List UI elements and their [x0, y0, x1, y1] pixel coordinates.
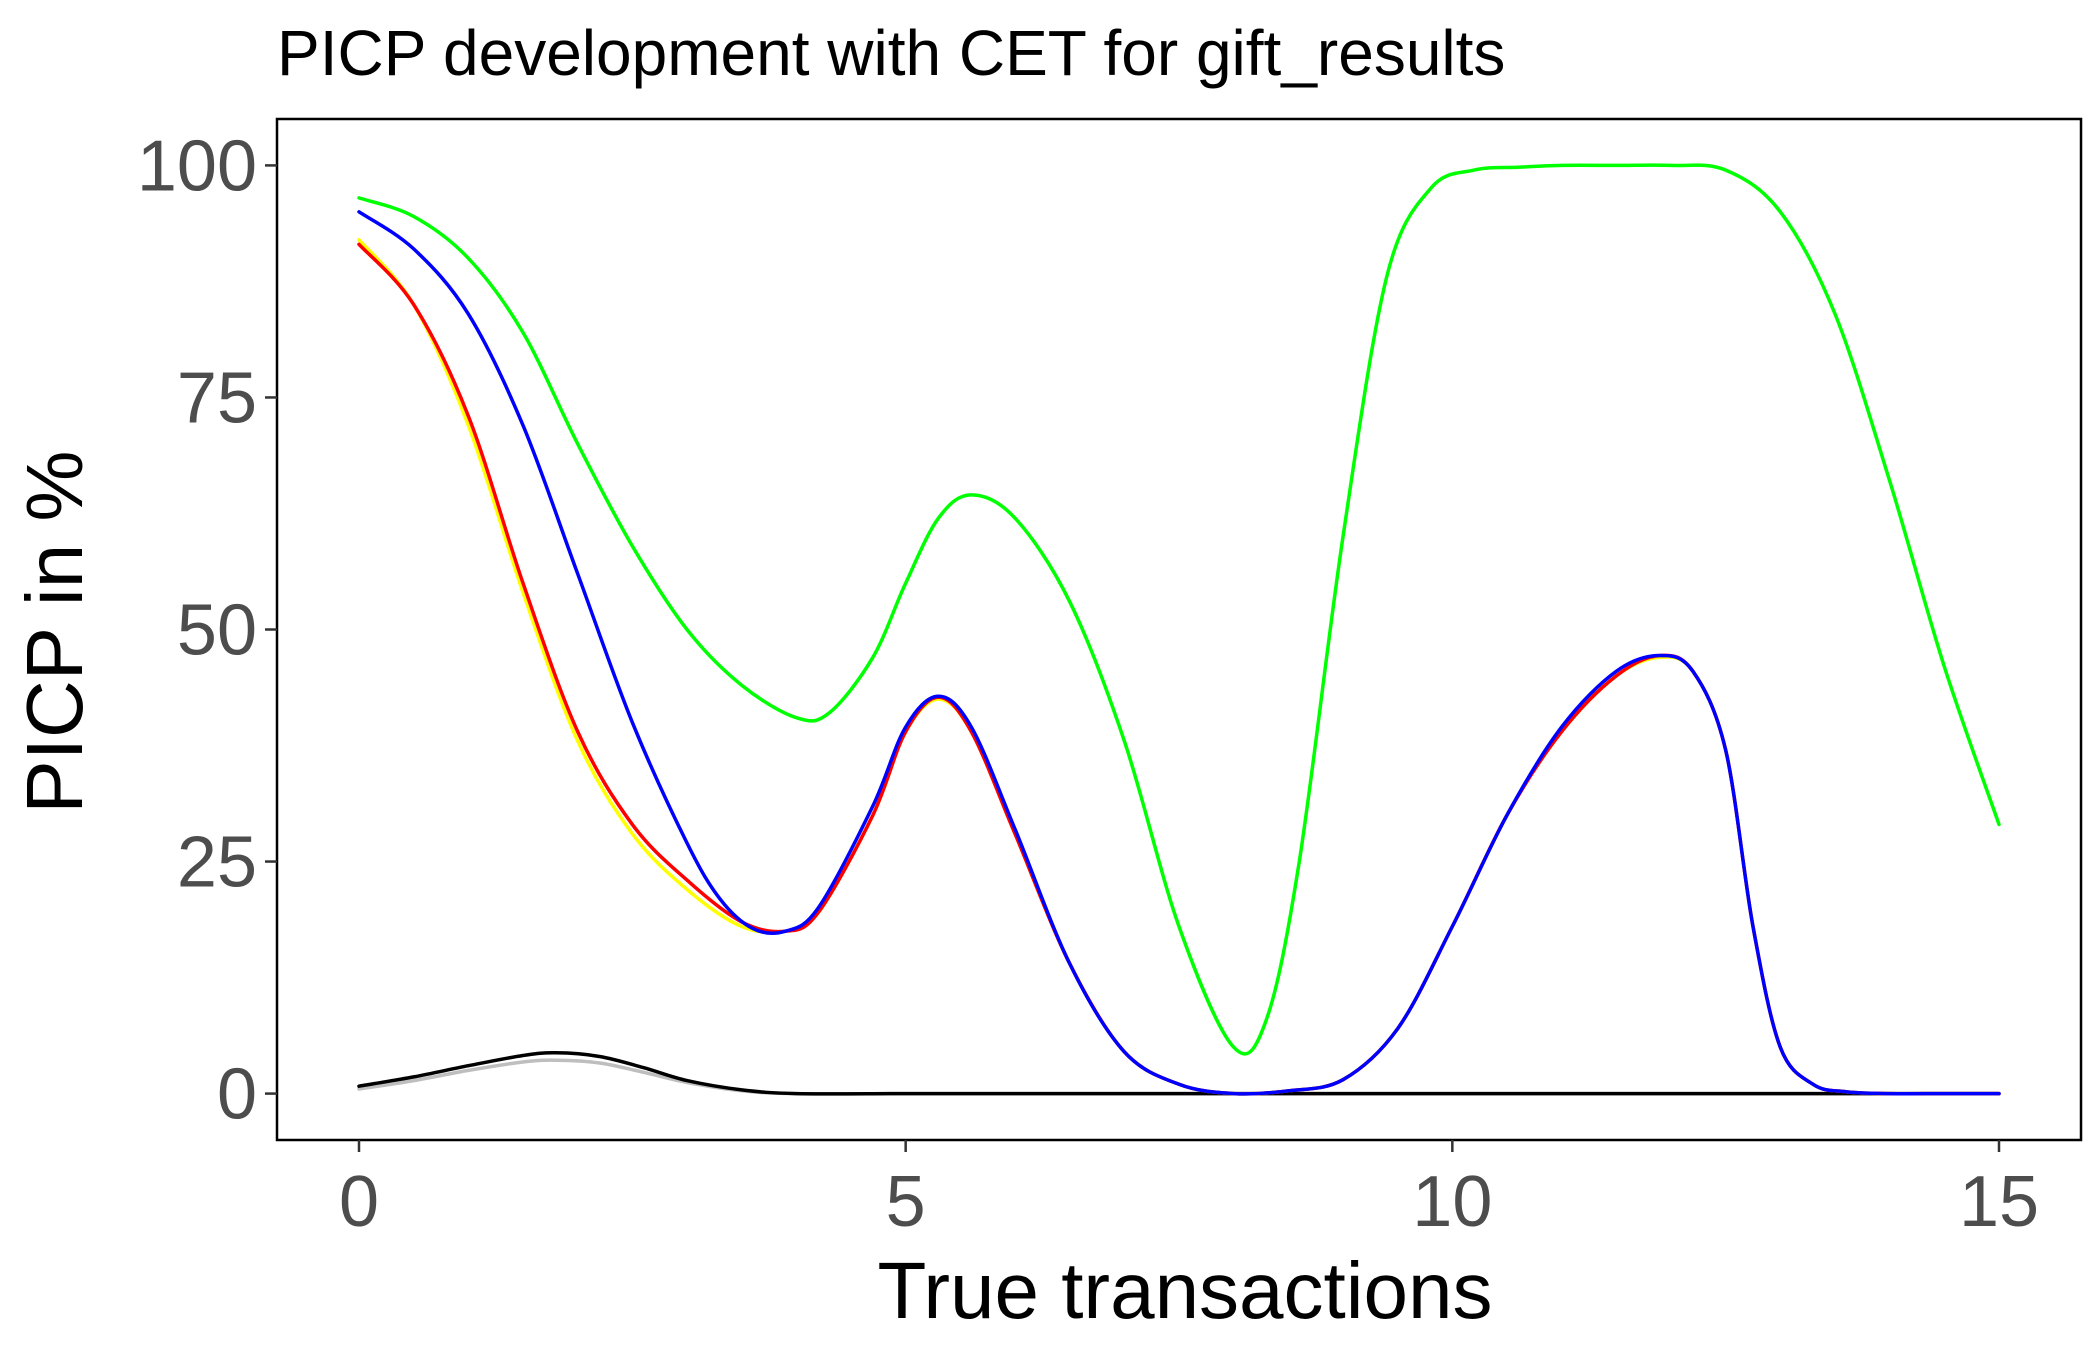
x-tick-label: 10 [1412, 1162, 1492, 1242]
x-axis: 0 5 10 15 [339, 1140, 2039, 1242]
y-tick-label: 25 [177, 823, 257, 903]
y-axis-title: PICP in % [10, 450, 99, 813]
y-tick-label: 0 [217, 1055, 257, 1135]
y-tick-label: 50 [177, 591, 257, 671]
y-tick-label: 100 [137, 126, 257, 206]
plot-panel-border [275, 117, 2083, 1142]
x-tick-label: 15 [1959, 1162, 2039, 1242]
y-axis: 0 25 50 75 100 [137, 126, 277, 1135]
series-line [357, 1051, 2001, 1096]
x-axis-title: True transactions [877, 1246, 1492, 1335]
series-lines [357, 163, 2001, 1096]
x-tick-label: 5 [886, 1162, 926, 1242]
series-line [357, 210, 2001, 1096]
x-tick-label: 0 [339, 1162, 379, 1242]
y-tick-label: 75 [177, 358, 257, 438]
chart-title: PICP development with CET for gift_resul… [277, 17, 1505, 89]
series-line [357, 163, 2001, 1056]
